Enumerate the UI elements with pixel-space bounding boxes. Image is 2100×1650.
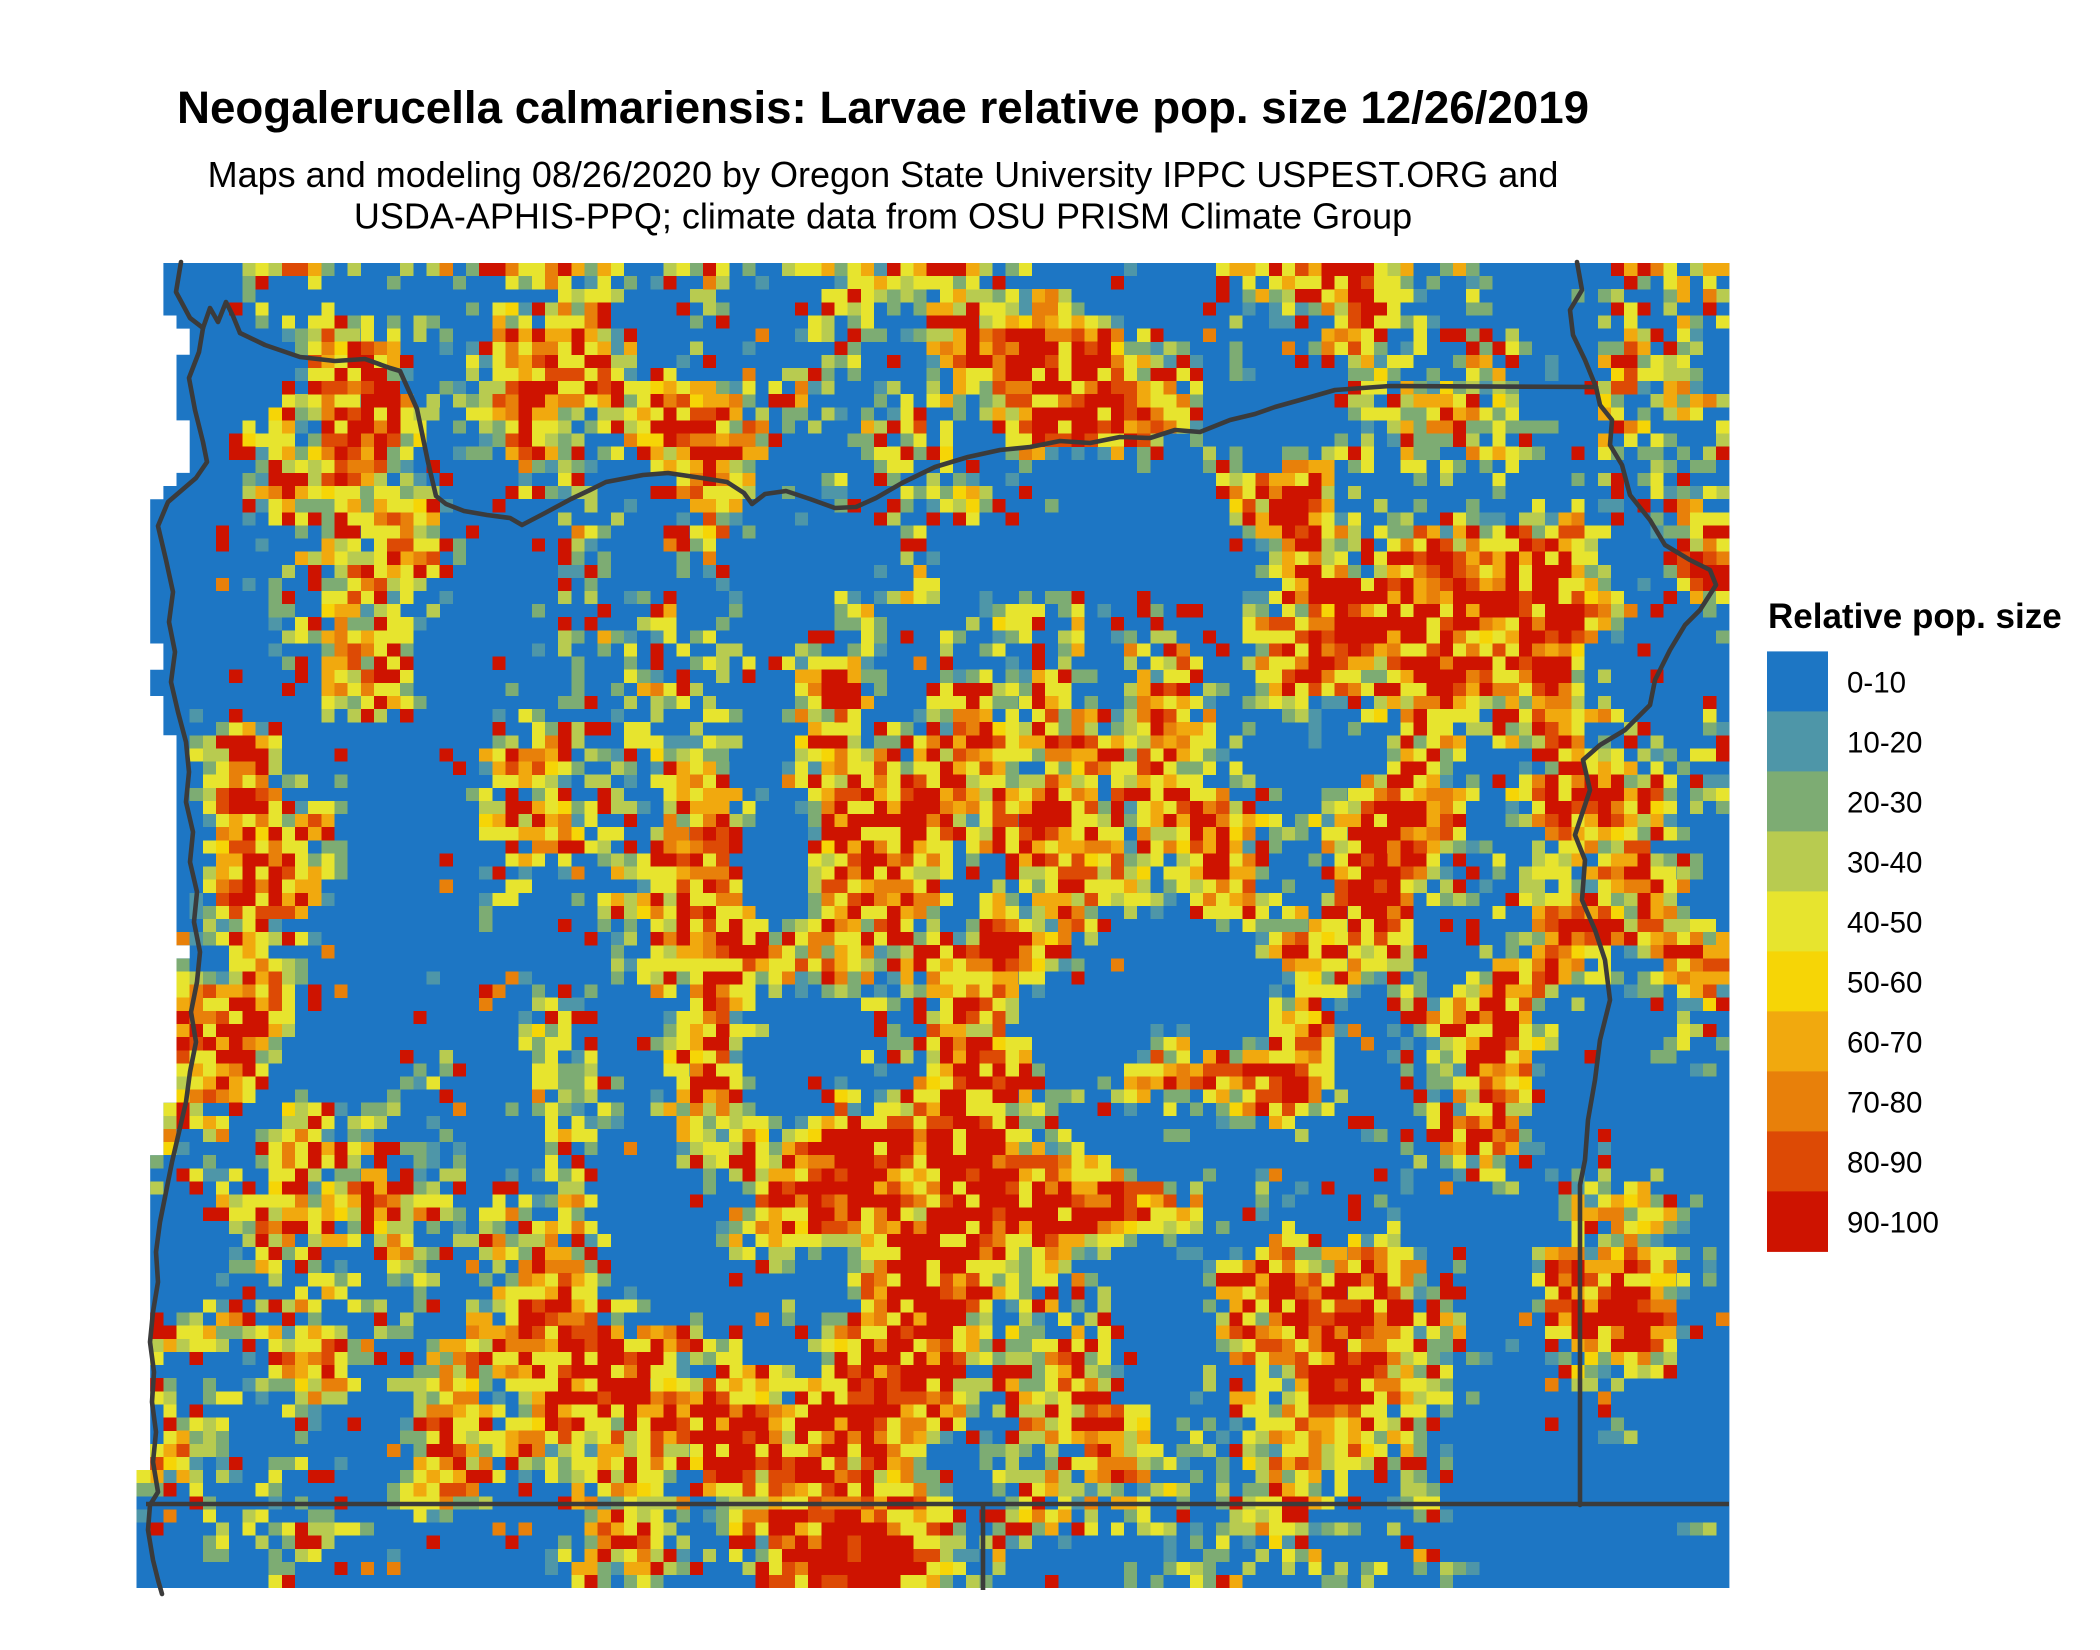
svg-text:80-90: 80-90 (1847, 1146, 1922, 1179)
svg-text:70-80: 70-80 (1847, 1086, 1922, 1119)
svg-text:30-40: 30-40 (1847, 846, 1922, 879)
svg-text:Maps and modeling 08/26/2020 b: Maps and modeling 08/26/2020 by Oregon S… (208, 154, 1559, 195)
svg-text:Relative pop. size: Relative pop. size (1768, 597, 2062, 636)
svg-text:40-50: 40-50 (1847, 906, 1922, 939)
svg-text:10-20: 10-20 (1847, 726, 1922, 759)
svg-text:0-10: 0-10 (1847, 666, 1906, 699)
svg-text:Neogalerucella calmariensis: L: Neogalerucella calmariensis: Larvae rela… (177, 82, 1589, 133)
svg-text:50-60: 50-60 (1847, 966, 1922, 999)
svg-text:USDA-APHIS-PPQ; climate data f: USDA-APHIS-PPQ; climate data from OSU PR… (354, 196, 1412, 237)
svg-text:90-100: 90-100 (1847, 1206, 1939, 1239)
svg-text:60-70: 60-70 (1847, 1026, 1922, 1059)
svg-text:20-30: 20-30 (1847, 786, 1922, 819)
